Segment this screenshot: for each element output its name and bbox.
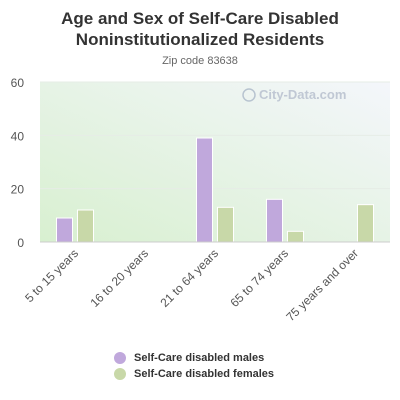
y-tick-labels: 0 20 40 60 — [11, 76, 25, 250]
y-tick-label: 60 — [11, 76, 25, 90]
bar-males — [196, 137, 213, 243]
plot-background — [40, 82, 390, 242]
x-tick-labels: 5 to 15 years 16 to 20 years 21 to 64 year… — [22, 246, 361, 324]
legend-label-females: Self-Care disabled females — [134, 368, 275, 380]
x-tick-label: 5 to 15 years — [22, 246, 81, 305]
bar-females — [77, 209, 94, 243]
watermark-text: City-Data.com — [259, 87, 346, 102]
watermark: City-Data.com — [242, 87, 346, 102]
bar-males — [56, 217, 73, 243]
y-tick-label: 0 — [17, 236, 24, 250]
legend-swatch-females — [114, 368, 126, 380]
legend-item-males: Self-Care disabled males — [114, 350, 274, 366]
x-tick-label: 21 to 64 years — [157, 246, 221, 310]
bar-males — [266, 198, 283, 243]
grid-lines — [40, 81, 390, 190]
x-tick-label: 65 to 74 years — [227, 246, 291, 310]
x-tick-label: 75 years and over — [283, 246, 361, 324]
chart-subtitle: Zip code 83638 — [162, 55, 238, 67]
chart-title: Age and Sex of Self-Care Disabled Nonins… — [0, 8, 400, 50]
y-tick-label: 40 — [11, 129, 25, 143]
chart-title-line-1: Age and Sex of Self-Care Disabled — [61, 9, 339, 28]
legend: Self-Care disabled males Self-Care disab… — [114, 350, 274, 382]
bars — [56, 137, 374, 243]
chart-title-line-2: Noninstitutionalized Residents — [75, 30, 325, 49]
legend-label-males: Self-Care disabled males — [134, 352, 265, 364]
bar-females — [357, 204, 374, 243]
bar-females — [217, 206, 234, 243]
legend-item-females: Self-Care disabled females — [114, 366, 274, 382]
x-tick-label: 16 to 20 years — [87, 246, 151, 310]
legend-swatch-males — [114, 352, 126, 364]
bar-females — [287, 230, 304, 243]
watermark-logo — [242, 88, 256, 102]
y-tick-label: 20 — [11, 183, 25, 197]
